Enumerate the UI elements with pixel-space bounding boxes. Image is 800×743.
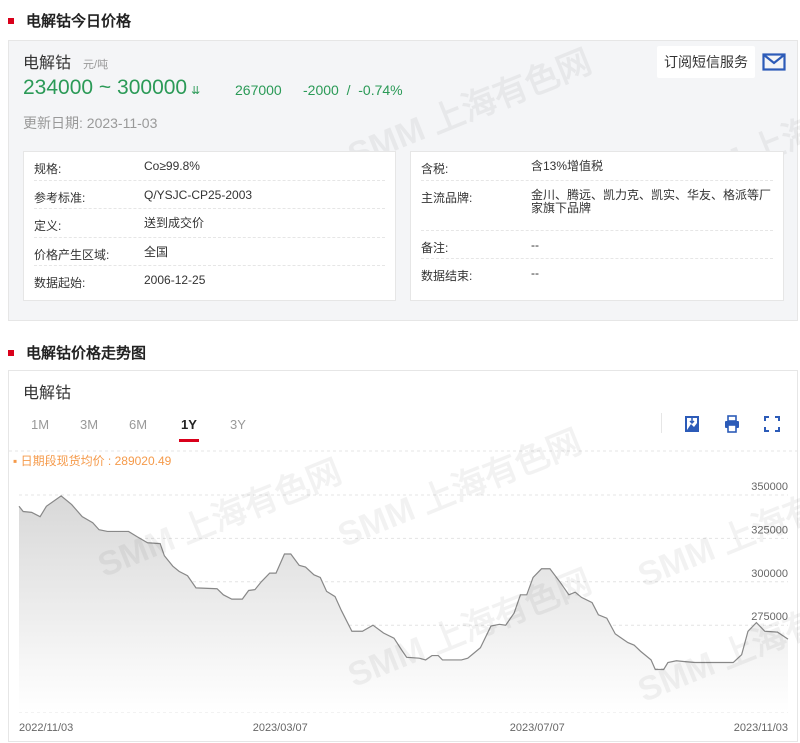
- spec-label: 定义:: [34, 217, 144, 234]
- period-average-label: ▪ 日期段现货均价 : 289020.49: [13, 452, 171, 469]
- spec-label: 规格:: [34, 160, 144, 177]
- spec-value: --: [531, 267, 539, 280]
- section-title-today-price: 电解钴今日价格: [8, 10, 131, 31]
- mail-icon[interactable]: [762, 53, 786, 71]
- tab-1m[interactable]: 1M: [31, 417, 49, 432]
- y-tick-label: 300000: [751, 568, 788, 580]
- price-trend-chart: 350000 325000 300000 275000 250000 225000 2022…: [9, 371, 799, 743]
- section-marker: [8, 18, 14, 24]
- spec-row: 主流品牌:金川、腾远、凯力克、凯实、华友、格派等厂家旗下品牌: [421, 181, 773, 231]
- price-unit: 元/吨: [83, 59, 108, 71]
- spec-value: Co≥99.8%: [144, 160, 200, 173]
- spec-label: 参考标准:: [34, 189, 144, 206]
- price-range: 234000 ~ 300000⇊: [23, 76, 200, 100]
- spec-row: 含税:含13%增值税: [421, 152, 773, 181]
- spec-label: 数据起始:: [34, 274, 144, 291]
- y-tick-label: 275000: [751, 611, 788, 623]
- price-line: [19, 496, 788, 670]
- spec-row: 数据结束:--: [421, 259, 773, 288]
- x-tick-label: 2022/11/03: [19, 722, 73, 734]
- watermark: SMM 上海有色网: [629, 569, 800, 711]
- spec-row: 定义:送到成交价: [34, 209, 385, 238]
- watermark: SMM 上海有色网: [629, 454, 800, 596]
- price-change: -2000 / -0.74%: [303, 82, 403, 98]
- spec-row: 规格:Co≥99.8%: [34, 152, 385, 181]
- section-title-price-trend: 电解钴价格走势图: [8, 342, 146, 363]
- spec-row: 参考标准:Q/YSJC-CP25-2003: [34, 181, 385, 210]
- chart-title: 电解钴: [23, 379, 71, 403]
- spec-value: 含13%增值税: [531, 160, 603, 173]
- y-tick-label: 325000: [751, 524, 788, 536]
- y-tick-label: 225000: [751, 698, 788, 710]
- average-price: 267000: [235, 82, 282, 98]
- product-name: 电解钴元/吨: [23, 49, 108, 73]
- y-tick-label: 350000: [751, 481, 788, 493]
- watermark: SMM 上海有色网: [329, 414, 587, 556]
- chart-panel: 电解钴 1M 3M 6M 1Y 3Y ▪ 日期段现货均价 : 289020.49…: [8, 370, 798, 742]
- subscribe-sms-button[interactable]: 订阅短信服务: [657, 46, 755, 78]
- x-tick-label: 2023/07/07: [510, 722, 565, 734]
- section-marker: [8, 350, 14, 356]
- fullscreen-icon[interactable]: [763, 415, 781, 433]
- update-date: 更新日期: 2023-11-03: [23, 113, 157, 133]
- spec-table-right: 含税:含13%增值税主流品牌:金川、腾远、凯力克、凯实、华友、格派等厂家旗下品牌…: [410, 151, 784, 301]
- area-fill: [19, 496, 788, 712]
- spec-value: Q/YSJC-CP25-2003: [144, 189, 252, 202]
- spec-row: 数据起始:2006-12-25: [34, 266, 385, 295]
- spec-label: 主流品牌:: [421, 189, 531, 206]
- watermark: SMM 上海有色网: [339, 554, 597, 696]
- download-image-icon[interactable]: [683, 415, 701, 433]
- tab-3y[interactable]: 3Y: [230, 417, 246, 432]
- tab-6m[interactable]: 6M: [129, 417, 147, 432]
- tab-3m[interactable]: 3M: [80, 417, 98, 432]
- x-tick-label: 2023/03/07: [253, 722, 308, 734]
- spec-value: 全国: [144, 246, 168, 259]
- tab-1y[interactable]: 1Y: [181, 417, 197, 432]
- print-icon[interactable]: [723, 415, 741, 433]
- spec-value: 2006-12-25: [144, 274, 205, 287]
- spec-value: --: [531, 239, 539, 252]
- spec-value: 金川、腾远、凯力克、凯实、华友、格派等厂家旗下品牌: [531, 189, 773, 215]
- spec-row: 备注:--: [421, 231, 773, 260]
- spec-label: 数据结束:: [421, 267, 531, 284]
- spec-label: 含税:: [421, 160, 531, 177]
- spec-label: 价格产生区域:: [34, 246, 144, 263]
- spec-row: 价格产生区域:全国: [34, 238, 385, 267]
- section-title-text: 电解钴今日价格: [26, 10, 131, 31]
- x-tick-label: 2023/11/03: [734, 722, 788, 734]
- down-arrow-icon: ⇊: [191, 85, 200, 97]
- toolbar-divider: [661, 413, 662, 433]
- y-tick-label: 250000: [751, 655, 788, 667]
- spec-value: 送到成交价: [144, 217, 204, 230]
- spec-label: 备注:: [421, 239, 531, 256]
- section-title-text: 电解钴价格走势图: [26, 342, 146, 363]
